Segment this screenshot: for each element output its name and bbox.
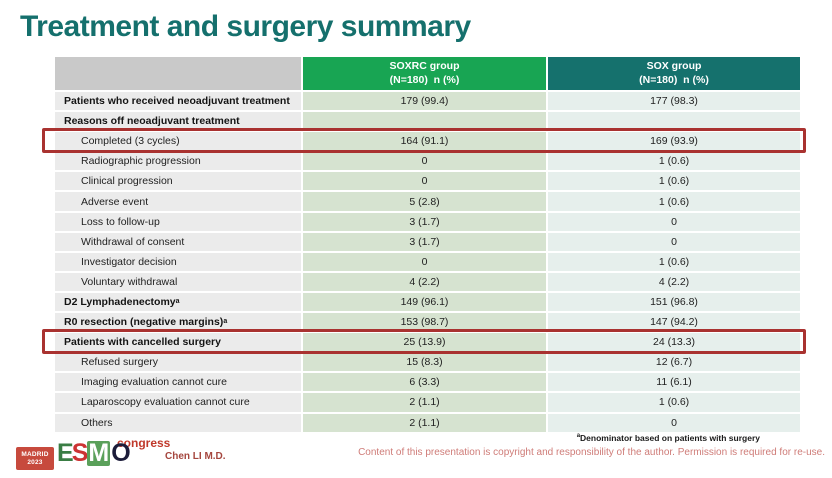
sox-value: 11 (6.1) xyxy=(548,373,800,392)
sox-group-title: SOX group xyxy=(646,59,702,72)
esmo-logo-letters: E S M O xyxy=(57,439,131,467)
sox-value: 12 (6.7) xyxy=(548,353,800,372)
soxrc-value: 4 (2.2) xyxy=(303,272,546,291)
row-label: R0 resection (negative margins) a xyxy=(55,313,301,332)
row-label: Radiographic progression xyxy=(55,152,301,171)
table-header-row: SOXRC group (N=180) n (%) SOX group (N=1… xyxy=(55,57,800,90)
year-label: 2023 xyxy=(27,458,43,466)
footnote-text: Denominator based on patients with surge… xyxy=(580,433,760,443)
denominator-footnote: aDenominator based on patients with surg… xyxy=(577,433,760,443)
sox-group-subtitle: (N=180) n (%) xyxy=(639,73,709,86)
sox-value: 169 (93.9) xyxy=(548,132,800,151)
row-label: Imaging evaluation cannot cure xyxy=(55,373,301,392)
row-label: Refused surgery xyxy=(55,353,301,372)
row-label: Others xyxy=(55,413,301,432)
soxrc-value: 25 (13.9) xyxy=(303,333,546,352)
esmo-letter-s: S xyxy=(71,439,89,467)
table-header-empty xyxy=(55,57,301,90)
sox-value: 151 (96.8) xyxy=(548,292,800,312)
esmo-letter-e: E xyxy=(57,439,74,467)
sox-value: 177 (98.3) xyxy=(548,92,800,111)
table-body: Patients who received neoadjuvant treatm… xyxy=(42,92,806,432)
madrid-2023-badge: MADRID 2023 xyxy=(16,447,54,470)
table-row: Clinical progression 0 1 (0.6) xyxy=(55,172,800,191)
sox-value: 4 (2.2) xyxy=(548,272,800,291)
sox-value: 147 (94.2) xyxy=(548,313,800,332)
row-label: Clinical progression xyxy=(55,172,301,191)
soxrc-value: 179 (99.4) xyxy=(303,92,546,111)
table-row: Laparoscopy evaluation cannot cure 2 (1.1… xyxy=(55,393,800,412)
soxrc-value: 5 (2.8) xyxy=(303,192,546,211)
summary-table: SOXRC group (N=180) n (%) SOX group (N=1… xyxy=(42,57,806,434)
sox-value: 1 (0.6) xyxy=(548,152,800,171)
soxrc-value: 0 xyxy=(303,172,546,191)
row-label: Withdrawal of consent xyxy=(55,232,301,251)
row-label: Patients who received neoadjuvant treatm… xyxy=(55,92,301,111)
esmo-congress-logo: congress MADRID 2023 E S M O xyxy=(16,436,176,474)
sox-value: 1 (0.6) xyxy=(548,172,800,191)
table-row: Imaging evaluation cannot cure 6 (3.3) 11 … xyxy=(55,373,800,392)
table-row: Reasons off neoadjuvant treatment xyxy=(55,112,800,131)
esmo-letter-o: O xyxy=(111,439,131,467)
table-row: Radiographic progression 0 1 (0.6) xyxy=(55,152,800,171)
sox-value xyxy=(548,112,800,131)
soxrc-value: 2 (1.1) xyxy=(303,393,546,412)
row-label: Voluntary withdrawal xyxy=(55,272,301,291)
row-label: Adverse event xyxy=(55,192,301,211)
table-row: Voluntary withdrawal 4 (2.2) 4 (2.2) xyxy=(55,272,800,291)
esmo-letter-m: M xyxy=(87,439,111,467)
soxrc-value: 15 (8.3) xyxy=(303,353,546,372)
row-label: Completed (3 cycles) xyxy=(55,132,301,151)
congress-label: congress xyxy=(117,436,171,450)
soxrc-value: 164 (91.1) xyxy=(303,132,546,151)
table-row: D2 Lymphadenectomy a 149 (96.1) 151 (96.8) xyxy=(55,292,800,312)
page-title: Treatment and surgery summary xyxy=(20,10,471,43)
table-row: Withdrawal of consent 3 (1.7) 0 xyxy=(55,232,800,251)
sox-value: 0 xyxy=(548,232,800,251)
sox-value: 0 xyxy=(548,212,800,231)
table-row: Patients with cancelled surgery 25 (13.9)… xyxy=(42,329,806,355)
soxrc-group-subtitle: (N=180) n (%) xyxy=(389,73,460,86)
table-row: Refused surgery 15 (8.3) 12 (6.7) xyxy=(55,353,800,372)
table-row: Loss to follow-up 3 (1.7) 0 xyxy=(55,212,800,231)
soxrc-value: 3 (1.7) xyxy=(303,212,546,231)
row-label: D2 Lymphadenectomy a xyxy=(55,292,301,312)
row-label: Laparoscopy evaluation cannot cure xyxy=(55,393,301,412)
sox-value: 24 (13.3) xyxy=(548,333,800,352)
sox-value: 0 xyxy=(548,413,800,432)
sox-value: 1 (0.6) xyxy=(548,192,800,211)
soxrc-group-title: SOXRC group xyxy=(389,59,460,72)
table-row: Adverse event 5 (2.8) 1 (0.6) xyxy=(55,192,800,211)
row-label: Investigator decision xyxy=(55,252,301,271)
row-label: Loss to follow-up xyxy=(55,212,301,231)
soxrc-value: 153 (98.7) xyxy=(303,313,546,332)
soxrc-value: 2 (1.1) xyxy=(303,413,546,432)
table-row: Patients who received neoadjuvant treatm… xyxy=(55,92,800,111)
soxrc-value: 3 (1.7) xyxy=(303,232,546,251)
table-header-sox-group: SOX group (N=180) n (%) xyxy=(548,57,800,90)
row-label: Patients with cancelled surgery xyxy=(55,333,301,352)
footnote-superscript: a xyxy=(576,433,581,440)
madrid-label: MADRID xyxy=(21,451,49,459)
author-name: Chen LI M.D. xyxy=(165,451,226,462)
row-label: Reasons off neoadjuvant treatment xyxy=(55,112,301,131)
soxrc-value: 0 xyxy=(303,152,546,171)
table-header-soxrc-group: SOXRC group (N=180) n (%) xyxy=(303,57,546,90)
table-row: Investigator decision 0 1 (0.6) xyxy=(55,252,800,271)
soxrc-value: 6 (3.3) xyxy=(303,373,546,392)
sox-value: 1 (0.6) xyxy=(548,252,800,271)
copyright-notice: Content of this presentation is copyrigh… xyxy=(358,447,825,458)
soxrc-value: 149 (96.1) xyxy=(303,292,546,312)
table-row: R0 resection (negative margins) a 153 (98.… xyxy=(55,313,800,332)
table-row: Completed (3 cycles) 164 (91.1) 169 (93.9) xyxy=(42,128,806,154)
sox-value: 1 (0.6) xyxy=(548,393,800,412)
soxrc-value: 0 xyxy=(303,252,546,271)
soxrc-value xyxy=(303,112,546,131)
table-row: Others 2 (1.1) 0 xyxy=(55,413,800,432)
